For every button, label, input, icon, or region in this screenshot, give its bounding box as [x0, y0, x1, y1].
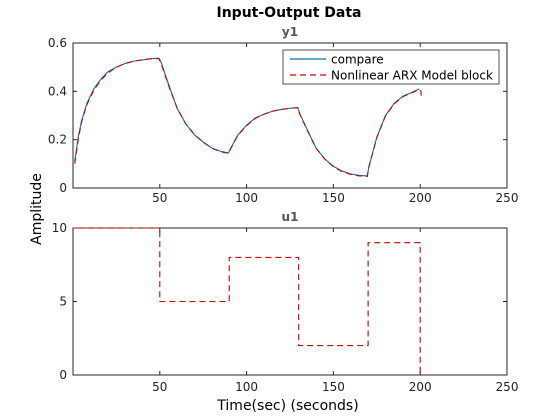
- u1-tick-group: 0 5 10: [52, 221, 508, 382]
- x-tick-label: 150: [322, 380, 345, 394]
- y1-ytick-label: 0.2: [48, 133, 67, 147]
- x-tick-label: 200: [409, 380, 432, 394]
- legend-label-model: Nonlinear ARX Model block: [331, 69, 493, 83]
- subplot-y1: y1 0 0.2 0.4 0.6 50 100 150 200 250 compare Nonl…: [48, 25, 519, 205]
- y1-ytick-label: 0.6: [48, 36, 67, 50]
- axes-box-u1: [72, 227, 508, 376]
- figure-title: Input-Output Data: [217, 5, 362, 21]
- x-axis-label: Time(sec) (seconds): [216, 398, 358, 414]
- y1-ytick-label: 0: [59, 181, 67, 195]
- subplot-u1: u1 0 5 10: [52, 210, 508, 382]
- u1-ytick-label: 10: [52, 221, 67, 235]
- y1-xtick-label: 50: [152, 191, 167, 205]
- subplot-title-y1: y1: [282, 25, 298, 39]
- x-tick-label: 100: [235, 380, 258, 394]
- y1-series-nonlinear-arx: [74, 58, 422, 177]
- subplot-title-u1: u1: [282, 210, 299, 224]
- y1-xtick-label: 100: [235, 191, 258, 205]
- x-tick-label: 250: [496, 380, 519, 394]
- y1-xtick-label: 200: [409, 191, 432, 205]
- y1-tick-group: 0 0.2 0.4 0.6 50 100 150 200 250: [48, 36, 519, 205]
- y1-xtick-label: 150: [322, 191, 345, 205]
- u1-plot-lines: [73, 227, 421, 375]
- y1-xtick-label: 250: [496, 191, 519, 205]
- y1-ytick-label: 0.4: [48, 84, 67, 98]
- y1-plot-lines: [74, 57, 422, 177]
- x-tick-group: 50 100 150 200 250: [152, 380, 518, 394]
- x-tick-label: 50: [152, 380, 167, 394]
- legend-label-compare: compare: [331, 53, 384, 67]
- legend-box: [282, 49, 500, 85]
- u1-series-nonlinear-arx: [73, 227, 421, 375]
- u1-ytick-label: 5: [59, 295, 67, 309]
- u1-ytick-label: 0: [59, 368, 67, 382]
- legend: compare Nonlinear ARX Model block: [282, 49, 500, 85]
- y-axis-label: Amplitude: [29, 173, 45, 245]
